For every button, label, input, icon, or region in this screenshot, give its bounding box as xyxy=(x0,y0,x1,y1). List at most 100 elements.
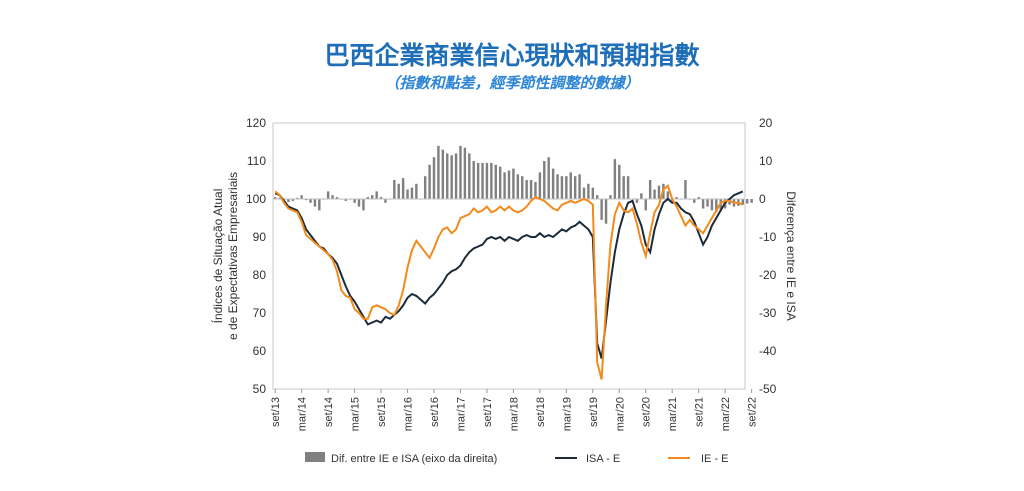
chart-title: 巴西企業商業信心現狀和預期指數 xyxy=(324,41,700,70)
bar xyxy=(393,180,396,199)
bar xyxy=(446,153,449,199)
right-tick-label: 20 xyxy=(759,116,773,130)
bar xyxy=(640,193,643,199)
bar xyxy=(410,187,414,199)
legend: Dif. entre IE e ISA (eixo da direita) ISA… xyxy=(305,452,729,465)
plot-frame xyxy=(272,122,746,390)
legend-label-isa: ISA - E xyxy=(586,453,620,465)
bar xyxy=(344,199,347,201)
x-tick-label: mar/21 xyxy=(667,397,679,431)
bar xyxy=(326,191,330,199)
bar xyxy=(494,164,497,199)
bar xyxy=(512,168,515,199)
bar xyxy=(666,191,670,199)
bar xyxy=(516,174,520,199)
bar xyxy=(534,181,537,199)
bar xyxy=(371,195,374,199)
left-tick-label: 50 xyxy=(253,382,267,396)
bar xyxy=(529,180,533,199)
bar xyxy=(291,199,295,201)
bar xyxy=(498,166,502,199)
x-tick-label: set/20 xyxy=(641,397,653,427)
bar xyxy=(296,197,299,199)
bar xyxy=(472,161,475,199)
bar xyxy=(618,164,621,199)
bar xyxy=(300,195,303,199)
bar xyxy=(366,197,370,199)
bar xyxy=(600,199,603,220)
legend-swatch-bar xyxy=(305,452,325,462)
x-tick-label: set/14 xyxy=(323,397,335,427)
right-tick-label: -10 xyxy=(759,230,777,244)
bar xyxy=(454,153,458,199)
bar xyxy=(331,195,334,199)
bar xyxy=(626,176,630,199)
left-tick-label: 60 xyxy=(253,344,267,358)
bar xyxy=(450,155,453,199)
bar xyxy=(287,199,290,203)
bar xyxy=(362,199,365,211)
bar xyxy=(357,199,361,207)
right-tick-label: -40 xyxy=(759,344,777,358)
bar xyxy=(406,189,409,199)
right-tick-label: -50 xyxy=(759,382,777,396)
bar xyxy=(622,176,625,199)
series-line-ie xyxy=(274,183,744,380)
bar xyxy=(591,187,595,199)
bar xyxy=(551,168,555,199)
bar xyxy=(675,197,678,199)
right-tick-label: -20 xyxy=(759,268,777,282)
bar xyxy=(375,191,378,199)
x-tick-label: mar/20 xyxy=(614,397,626,431)
bar xyxy=(273,197,277,199)
bar xyxy=(335,197,339,199)
bar xyxy=(507,170,511,199)
bar xyxy=(309,199,312,203)
bar xyxy=(635,199,639,203)
legend-label-bar: Dif. entre IE e ISA (eixo da direita) xyxy=(331,453,497,465)
bar xyxy=(521,176,524,199)
left-tick-label: 80 xyxy=(253,268,267,282)
right-axis-label: Diferença entre IE e ISA xyxy=(784,191,798,320)
bar xyxy=(653,189,656,199)
bar xyxy=(463,147,467,199)
bar xyxy=(613,159,617,199)
x-tick-label: set/15 xyxy=(376,397,388,427)
left-axis-ticks: 50 60 70 80 90 100 110 120 xyxy=(246,116,266,396)
bar xyxy=(379,197,383,199)
bar xyxy=(573,176,577,199)
bar-series xyxy=(273,145,753,224)
bar xyxy=(587,183,590,199)
x-tick-label: set/19 xyxy=(588,397,600,427)
bar xyxy=(437,145,440,199)
bar xyxy=(596,195,599,199)
x-tick-label: mar/19 xyxy=(561,397,573,431)
bar xyxy=(481,162,484,199)
bar xyxy=(318,199,321,211)
x-tick-label: set/18 xyxy=(535,397,547,427)
x-tick-label: mar/22 xyxy=(720,397,732,431)
right-axis-ticks: -50 -40 -30 -20 -10 0 10 20 xyxy=(759,116,777,396)
x-tick-label: set/17 xyxy=(482,397,494,427)
right-tick-label: -30 xyxy=(759,306,777,320)
bar xyxy=(745,199,749,204)
series-line-isa xyxy=(274,190,744,359)
bar xyxy=(547,157,550,199)
x-tick-label: mar/15 xyxy=(350,397,362,431)
bar xyxy=(476,162,480,199)
left-tick-label: 120 xyxy=(246,116,266,130)
bar xyxy=(503,172,506,199)
bar xyxy=(648,180,652,199)
bar xyxy=(384,199,387,203)
left-tick-label: 100 xyxy=(246,192,266,206)
bar xyxy=(706,199,709,207)
bar xyxy=(353,199,356,203)
bar xyxy=(432,157,436,199)
x-tick-label: set/13 xyxy=(270,397,282,427)
bar xyxy=(459,145,462,199)
bar xyxy=(693,199,696,203)
legend-label-ie: IE - E xyxy=(701,453,729,465)
bar xyxy=(710,199,714,211)
left-tick-label: 70 xyxy=(253,306,267,320)
